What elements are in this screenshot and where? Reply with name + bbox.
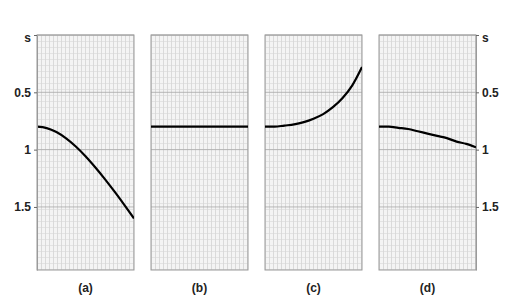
- panel-title: (c): [306, 281, 321, 295]
- tick-mark: [34, 150, 37, 151]
- figure: s 0.5 1 1.5 (a) (b) (c) s 0.5 1 1.5 (d): [0, 0, 519, 303]
- panel: [265, 35, 362, 270]
- tick-label: 1: [24, 143, 31, 157]
- panel: s 0.5 1 1.5: [14, 31, 134, 271]
- panel-title: (a): [78, 281, 93, 295]
- grid-line: [151, 206, 248, 207]
- grid-line: [379, 206, 476, 207]
- tick: 1.5: [14, 200, 37, 214]
- event-curve: [379, 127, 476, 148]
- tick: s: [476, 31, 489, 45]
- axis-line: [37, 36, 38, 271]
- grid-line: [151, 92, 248, 93]
- axis-line: [476, 36, 477, 271]
- grid-line: [379, 149, 476, 150]
- plot-background: [37, 35, 134, 270]
- tick-label: 1: [482, 143, 489, 157]
- panel: s 0.5 1 1.5: [379, 31, 499, 271]
- tick-label: 0.5: [14, 86, 31, 100]
- tick: 0.5: [14, 86, 37, 100]
- tick-mark: [476, 35, 479, 36]
- grid: [37, 35, 134, 207]
- y-axis: s 0.5 1 1.5: [14, 31, 37, 271]
- panel: [151, 35, 248, 270]
- tick-label: s: [24, 31, 31, 45]
- panel-title: (d): [420, 281, 435, 295]
- y-axis: s 0.5 1 1.5: [476, 31, 499, 271]
- panel-title: (b): [192, 281, 207, 295]
- tick-mark: [476, 92, 479, 93]
- tick-mark: [34, 92, 37, 93]
- tick-mark: [476, 150, 479, 151]
- plot-frame: [379, 35, 476, 270]
- grid-line: [37, 149, 134, 150]
- plot-background: [151, 35, 248, 270]
- plot-area: [151, 126, 248, 127]
- event-curve: [37, 127, 134, 219]
- grid-line: [37, 92, 134, 93]
- grid-line: [265, 206, 362, 207]
- tick-mark: [34, 207, 37, 208]
- tick: 1: [476, 143, 489, 157]
- grid-line: [379, 92, 476, 93]
- grid-line: [151, 149, 248, 150]
- event-curve: [265, 67, 362, 127]
- tick: 0.5: [476, 86, 499, 100]
- grid: [265, 35, 362, 207]
- tick-label: 1.5: [14, 200, 31, 214]
- grid-line: [37, 206, 134, 207]
- grid: [151, 35, 248, 207]
- tick-label: s: [482, 31, 489, 45]
- tick-label: 0.5: [482, 86, 499, 100]
- plot-area: [37, 127, 134, 219]
- plot-frame: [265, 35, 362, 270]
- grid: [379, 35, 476, 207]
- grid-line: [265, 149, 362, 150]
- tick: s: [24, 31, 37, 45]
- tick: 1: [24, 143, 37, 157]
- plot-background: [265, 35, 362, 270]
- plot-frame: [37, 35, 134, 270]
- tick: 1.5: [476, 200, 499, 214]
- plot-frame: [151, 35, 248, 270]
- plot-background: [379, 35, 476, 270]
- plot-area: [379, 127, 476, 148]
- plot-area: [265, 67, 362, 127]
- tick-mark: [476, 207, 479, 208]
- tick-mark: [34, 35, 37, 36]
- event-curve: [151, 126, 248, 128]
- tick-label: 1.5: [482, 200, 499, 214]
